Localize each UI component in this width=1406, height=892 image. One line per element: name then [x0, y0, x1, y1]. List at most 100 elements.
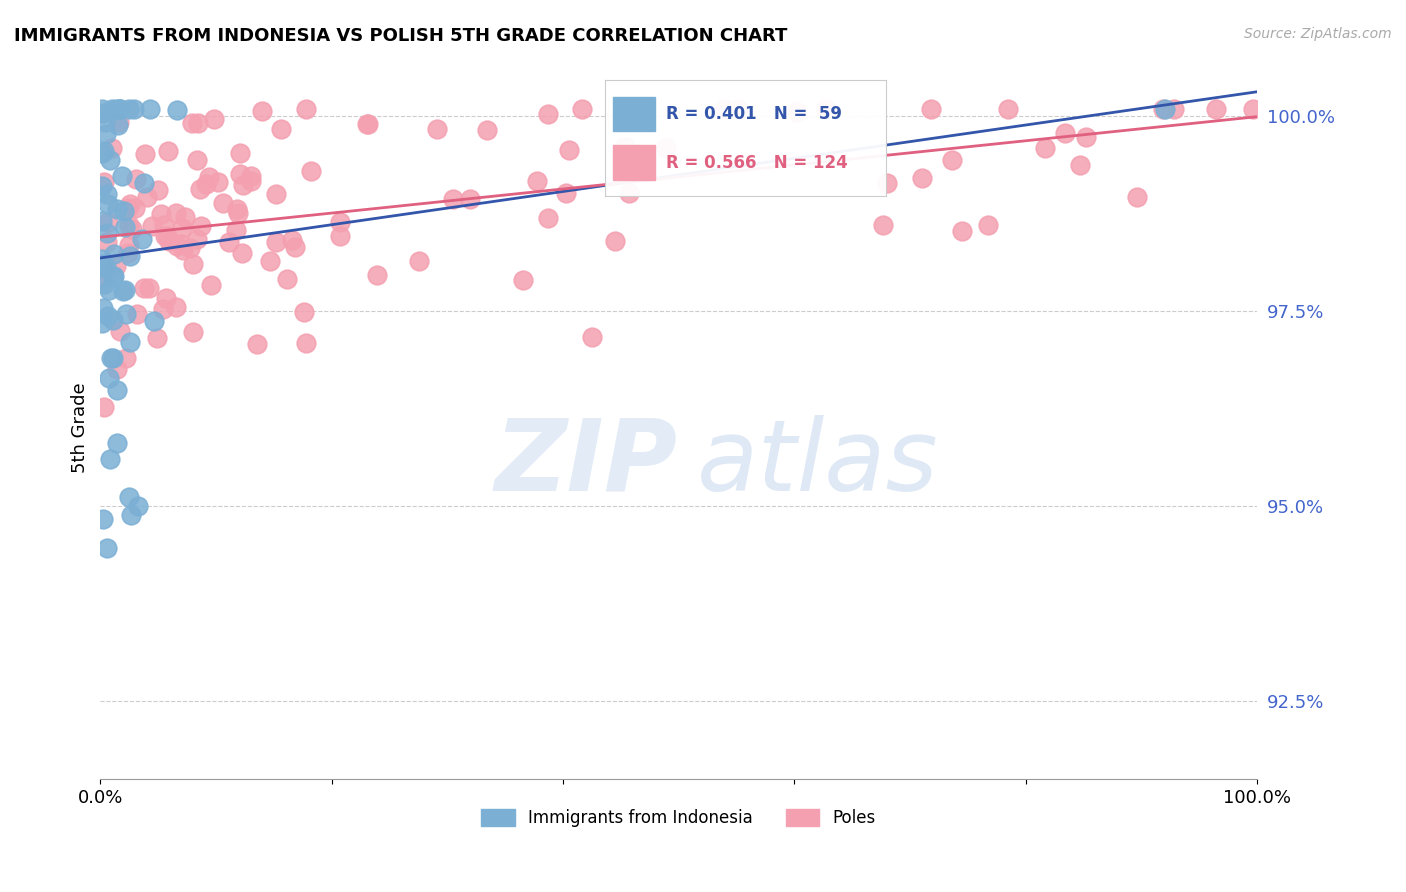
- Point: [96, 541, 118, 556]
- Point: [173, 210, 195, 224]
- Point: [605, 234, 627, 248]
- Bar: [613, 145, 655, 180]
- Point: [118, 490, 141, 504]
- Point: [872, 218, 894, 232]
- Point: [150, 206, 173, 220]
- Point: [125, 172, 148, 186]
- Point: [117, 246, 139, 260]
- Point: [581, 330, 603, 344]
- Point: [105, 362, 128, 376]
- Point: [152, 302, 174, 317]
- Point: [815, 102, 838, 116]
- Point: [105, 435, 128, 450]
- Point: [357, 117, 380, 131]
- Point: [1153, 102, 1175, 116]
- Point: [180, 116, 202, 130]
- Point: [232, 178, 254, 192]
- Point: [295, 336, 318, 351]
- Point: [264, 187, 287, 202]
- Point: [91, 252, 114, 266]
- Point: [93, 272, 115, 286]
- Point: [172, 243, 194, 257]
- Point: [118, 102, 141, 116]
- Point: [108, 102, 131, 116]
- Text: ZIP: ZIP: [495, 415, 678, 512]
- Point: [259, 254, 281, 268]
- Point: [117, 201, 139, 215]
- Text: IMMIGRANTS FROM INDONESIA VS POLISH 5TH GRADE CORRELATION CHART: IMMIGRANTS FROM INDONESIA VS POLISH 5TH …: [14, 27, 787, 45]
- Point: [655, 141, 678, 155]
- Point: [207, 175, 229, 189]
- Point: [138, 281, 160, 295]
- Point: [612, 102, 634, 116]
- Point: [266, 235, 288, 249]
- Point: [179, 242, 201, 256]
- Point: [98, 153, 121, 168]
- Point: [1241, 102, 1264, 116]
- Point: [426, 122, 449, 136]
- Point: [121, 222, 143, 236]
- Point: [107, 118, 129, 132]
- Point: [96, 260, 118, 274]
- Point: [93, 512, 115, 526]
- Point: [280, 233, 302, 247]
- Point: [876, 176, 898, 190]
- Point: [91, 301, 114, 315]
- Point: [284, 240, 307, 254]
- Point: [558, 143, 581, 157]
- Point: [165, 300, 187, 314]
- Bar: [613, 96, 655, 131]
- Point: [96, 187, 118, 202]
- Point: [142, 313, 165, 327]
- Point: [512, 273, 534, 287]
- Point: [146, 183, 169, 197]
- Point: [93, 400, 115, 414]
- Point: [299, 164, 322, 178]
- Point: [101, 313, 124, 327]
- Point: [132, 177, 155, 191]
- Point: [555, 186, 578, 201]
- Point: [97, 310, 120, 324]
- Point: [218, 235, 240, 249]
- Point: [187, 116, 209, 130]
- Point: [165, 206, 187, 220]
- Point: [1163, 102, 1185, 116]
- Point: [118, 218, 141, 232]
- Point: [127, 308, 149, 322]
- Point: [441, 192, 464, 206]
- Legend: Immigrants from Indonesia, Poles: Immigrants from Indonesia, Poles: [475, 802, 883, 834]
- Point: [276, 272, 298, 286]
- Point: [1126, 190, 1149, 204]
- Point: [240, 169, 263, 184]
- Point: [91, 214, 114, 228]
- Point: [713, 102, 735, 116]
- Point: [166, 103, 188, 118]
- Point: [186, 232, 208, 246]
- Point: [727, 102, 749, 116]
- Point: [1152, 102, 1174, 116]
- Point: [526, 174, 548, 188]
- Point: [181, 325, 204, 339]
- Point: [194, 177, 217, 191]
- Point: [537, 211, 560, 225]
- Point: [1076, 129, 1098, 144]
- Point: [202, 112, 225, 126]
- Point: [139, 102, 162, 116]
- Point: [135, 190, 157, 204]
- Point: [111, 169, 134, 183]
- Point: [198, 169, 221, 184]
- Point: [114, 351, 136, 365]
- Point: [571, 102, 593, 116]
- Text: R = 0.401   N =  59: R = 0.401 N = 59: [666, 105, 842, 123]
- Point: [105, 383, 128, 397]
- Point: [458, 192, 481, 206]
- Point: [141, 219, 163, 233]
- Point: [1054, 126, 1077, 140]
- Point: [157, 234, 180, 248]
- Point: [292, 305, 315, 319]
- Point: [90, 146, 112, 161]
- Point: [1205, 102, 1227, 116]
- Point: [146, 331, 169, 345]
- Point: [120, 508, 142, 523]
- Point: [920, 102, 942, 116]
